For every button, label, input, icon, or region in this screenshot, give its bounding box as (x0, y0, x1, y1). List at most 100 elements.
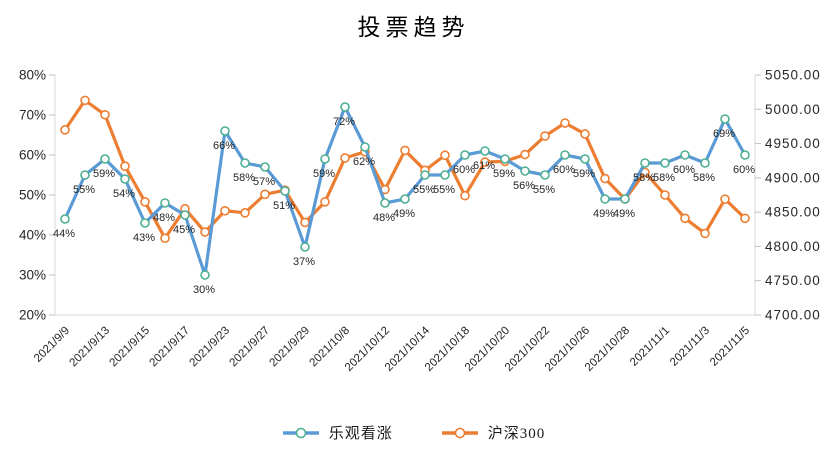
data-point-marker-optimistic (660, 158, 670, 168)
data-point-marker-optimistic (240, 158, 250, 168)
x-axis-tick-label: 2021/9/29 (267, 325, 312, 370)
data-point-marker-optimistic (200, 270, 210, 280)
legend-label-hs300: 沪深300 (487, 426, 546, 442)
data-label: 59% (93, 168, 115, 180)
data-point-marker-optimistic (520, 166, 530, 176)
data-point-marker-optimistic (140, 218, 150, 228)
data-point-marker-optimistic (360, 142, 370, 152)
y-axis-left-tick-label: 80% (19, 68, 46, 83)
x-axis-tick-label: 2021/9/13 (67, 325, 112, 370)
data-label: 49% (593, 208, 615, 220)
data-label: 43% (133, 232, 155, 244)
data-point-marker-optimistic (640, 158, 650, 168)
x-axis-tick-label: 2021/9/17 (147, 325, 192, 370)
data-label: 60% (553, 164, 575, 176)
data-point-marker-hs300 (740, 213, 750, 224)
data-point-marker-optimistic (680, 150, 690, 160)
data-point-marker-optimistic (260, 162, 270, 172)
data-label: 55% (413, 184, 435, 196)
optimistic-line-marker-icon (282, 427, 319, 438)
data-label: 62% (353, 156, 375, 168)
data-point-marker-optimistic (540, 170, 550, 180)
y-axis-right-tick-label: 4900.00 (765, 170, 821, 185)
x-axis-tick-label: 2021/9/9 (32, 325, 72, 365)
data-point-marker-hs300 (220, 205, 230, 216)
data-point-marker-hs300 (660, 190, 670, 200)
data-label: 51% (273, 200, 295, 212)
data-point-marker-optimistic (120, 174, 130, 184)
data-point-marker-hs300 (540, 131, 550, 141)
data-point-marker-optimistic (720, 114, 730, 124)
data-point-marker-hs300 (400, 145, 410, 156)
data-point-marker-hs300 (680, 213, 690, 224)
data-point-marker-optimistic (440, 170, 450, 180)
data-point-marker-hs300 (80, 95, 90, 106)
data-point-marker-optimistic (420, 170, 430, 180)
data-point-marker-hs300 (120, 161, 130, 171)
data-point-marker-optimistic (740, 150, 750, 160)
data-point-marker-optimistic (460, 150, 470, 160)
data-point-marker-hs300 (480, 157, 490, 167)
data-point-marker-hs300 (200, 227, 210, 237)
data-point-marker-hs300 (300, 217, 310, 228)
data-label: 58% (653, 172, 675, 184)
data-label: 59% (573, 168, 595, 180)
x-axis-tick-label: 2021/9/15 (107, 325, 152, 370)
data-label: 58% (633, 172, 655, 184)
data-point-marker-optimistic (320, 154, 330, 164)
hs300-line-marker-icon (441, 427, 478, 438)
data-label: 72% (333, 116, 355, 128)
data-label: 55% (433, 184, 455, 196)
data-point-marker-hs300 (60, 125, 70, 135)
data-point-marker-optimistic (620, 194, 630, 204)
y-axis-left-tick-label: 70% (19, 108, 46, 123)
data-label: 55% (73, 184, 95, 196)
data-point-marker-optimistic (400, 194, 410, 204)
data-point-marker-optimistic (300, 242, 310, 252)
data-label: 57% (253, 176, 275, 188)
data-point-marker-hs300 (100, 109, 110, 120)
data-point-marker-optimistic (280, 186, 290, 196)
data-point-marker-optimistic (600, 194, 610, 204)
data-point-marker-optimistic (60, 214, 70, 224)
data-label: 48% (373, 212, 395, 224)
data-point-marker-optimistic (100, 154, 110, 164)
data-point-marker-optimistic (380, 198, 390, 208)
data-point-marker-optimistic (480, 146, 490, 156)
chart-title: 投票趋势 (357, 15, 470, 40)
data-label: 55% (533, 184, 555, 196)
data-point-marker-hs300 (600, 173, 610, 184)
data-point-marker-optimistic (180, 210, 190, 220)
x-axis-tick-label: 2021/9/27 (227, 325, 272, 370)
data-label: 58% (233, 172, 255, 184)
x-axis-tick-label: 2021/11/5 (708, 325, 752, 369)
data-point-marker-hs300 (320, 197, 330, 207)
x-axis-tick-label: 2021/11/1 (628, 325, 672, 369)
data-point-marker-optimistic (500, 154, 510, 164)
data-label: 60% (453, 164, 475, 176)
series-line-optimistic (63, 105, 747, 277)
data-label: 49% (393, 208, 415, 220)
data-point-marker-hs300 (560, 118, 570, 128)
y-axis-right-tick-label: 4700.00 (765, 308, 821, 323)
data-point-marker-hs300 (240, 208, 250, 218)
data-label: 61% (473, 160, 495, 172)
y-axis-left-tick-label: 20% (19, 308, 46, 323)
data-point-marker-optimistic (700, 158, 710, 168)
data-label: 48% (153, 212, 175, 224)
legend-item-hs300: 沪深300 (441, 422, 546, 443)
data-point-marker-optimistic (340, 102, 350, 112)
data-label: 59% (493, 168, 515, 180)
data-label: 30% (193, 284, 215, 296)
y-axis-left-tick-label: 40% (19, 228, 46, 243)
x-axis-tick-label: 2021/11/3 (668, 325, 712, 369)
data-point-marker-hs300 (140, 197, 150, 207)
data-label: 45% (173, 224, 195, 236)
data-point-marker-optimistic (160, 198, 170, 208)
data-point-marker-hs300 (440, 150, 450, 161)
y-axis-right-tick-label: 5000.00 (765, 102, 821, 117)
data-point-marker-optimistic (580, 154, 590, 164)
data-label: 66% (213, 140, 235, 152)
